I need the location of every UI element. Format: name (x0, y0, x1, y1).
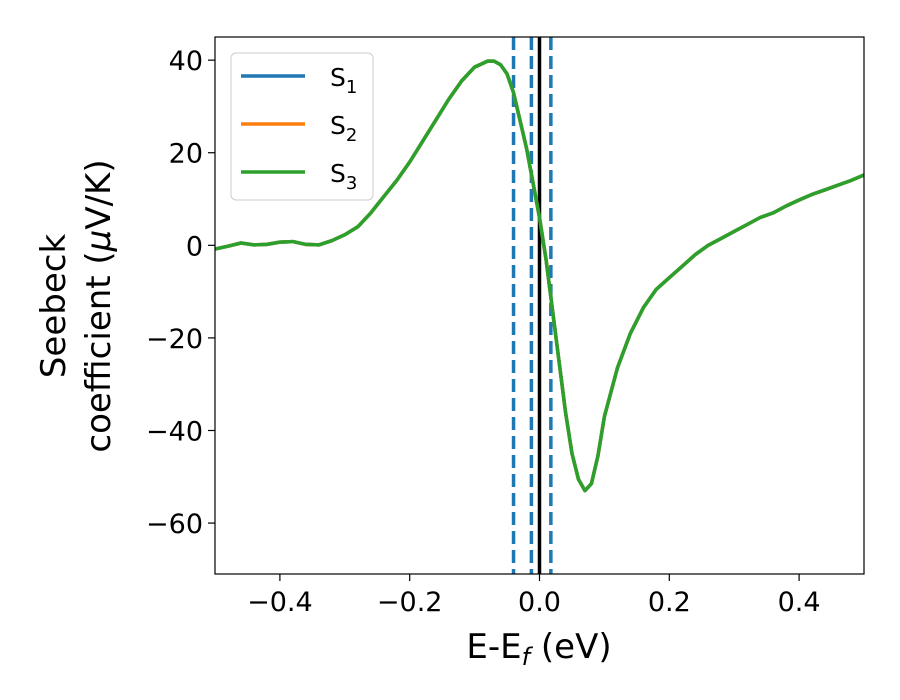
x-axis-ticks: −0.4 −0.2 0.0 0.2 0.4 (247, 574, 821, 618)
y-axis-ticks: 40 20 0 −20 −40 −60 (146, 46, 215, 540)
y-tick-label: −40 (146, 416, 203, 447)
y-axis-label-line1: Seebeck (34, 234, 74, 379)
y-tick-label: −60 (146, 509, 203, 540)
legend: S1 S2 S3 (230, 52, 374, 201)
y-tick-label: −20 (146, 324, 203, 355)
y-axis-label: Seebeck coefficient (μV/K) (34, 159, 119, 452)
y-tick-label: 40 (169, 46, 203, 77)
legend-label-s2: S2 (330, 111, 357, 146)
legend-box (230, 52, 374, 201)
y-tick-label: 0 (186, 231, 203, 262)
legend-label-s1: S1 (330, 63, 357, 98)
x-axis-label: E-Ef (eV) (466, 627, 611, 671)
series-line-s3 (215, 59, 864, 493)
legend-label-s3: S3 (330, 159, 357, 194)
x-tick-label: 0.0 (518, 587, 561, 618)
y-tick-label: 20 (169, 139, 203, 170)
y-axis-label-line2: coefficient (μV/K) (79, 159, 119, 452)
x-tick-label: 0.2 (648, 587, 691, 618)
series-lines (215, 59, 864, 493)
x-tick-label: 0.4 (778, 587, 821, 618)
x-tick-label: −0.4 (247, 587, 313, 618)
x-tick-label: −0.2 (377, 587, 443, 618)
